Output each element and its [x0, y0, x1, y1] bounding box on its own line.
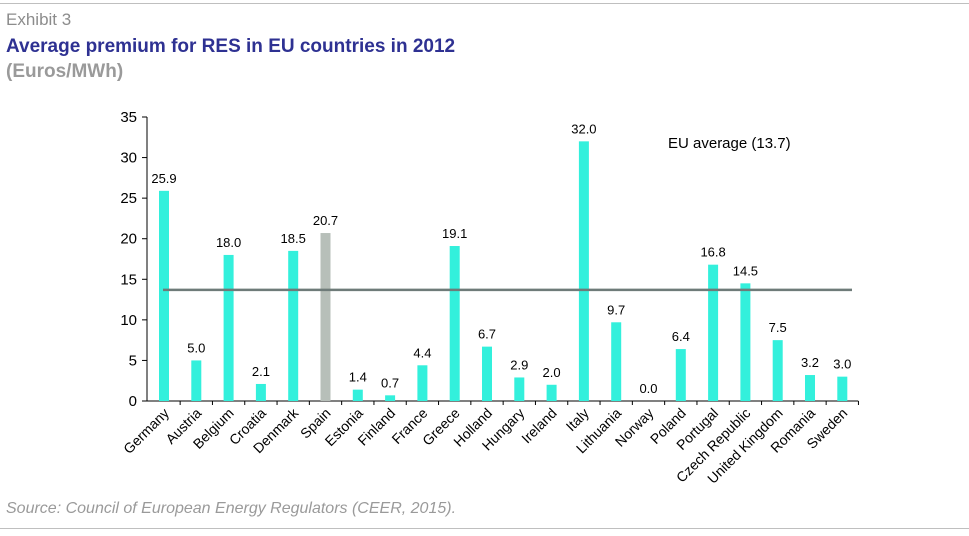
bar	[449, 246, 460, 401]
bar	[740, 283, 751, 401]
bar	[514, 377, 525, 401]
y-tick-label: 25	[120, 190, 137, 207]
bar	[320, 233, 331, 401]
bar	[675, 349, 686, 401]
bar	[159, 190, 169, 401]
value-label: 3.2	[801, 355, 819, 370]
value-label: 5.0	[187, 340, 205, 355]
value-label: 14.5	[733, 263, 758, 278]
bar	[482, 346, 492, 401]
value-label: 3.0	[833, 357, 851, 372]
bar-chart: 0510152025303525.9Germany5.0Austria18.0B…	[120, 109, 859, 487]
value-label: 9.7	[607, 302, 625, 317]
category-label: Ireland	[518, 405, 560, 447]
bar	[385, 395, 396, 401]
bar	[288, 250, 299, 401]
bar	[191, 360, 202, 401]
category-label: Germany	[120, 405, 172, 457]
unit-label: (Euros/MWh)	[6, 61, 124, 82]
bar	[223, 254, 234, 401]
value-label: 19.1	[442, 226, 467, 241]
value-label: 6.7	[478, 327, 496, 342]
value-label: 7.5	[769, 320, 787, 335]
value-label: 32.0	[571, 121, 596, 136]
value-label: 2.0	[543, 365, 561, 380]
value-label: 20.7	[313, 213, 338, 228]
y-tick-label: 20	[120, 231, 137, 248]
value-label: 2.9	[510, 357, 528, 372]
y-tick-label: 0	[129, 393, 137, 410]
value-label: 6.4	[672, 329, 690, 344]
value-label: 16.8	[700, 245, 725, 260]
bar	[772, 340, 783, 401]
value-label: 18.0	[216, 235, 241, 250]
bar	[546, 384, 557, 401]
value-label: 25.9	[151, 171, 176, 186]
y-tick-label: 15	[120, 271, 137, 288]
y-tick-label: 35	[120, 109, 137, 126]
value-label: 0.0	[639, 381, 657, 396]
eu-average-label: EU average (13.7)	[668, 135, 791, 152]
bar	[255, 383, 266, 401]
bar	[837, 376, 848, 401]
bar	[578, 141, 589, 402]
bar	[417, 365, 428, 401]
value-label: 18.5	[281, 231, 306, 246]
bottom-rule	[0, 528, 969, 529]
value-label: 4.4	[413, 345, 431, 360]
bar	[805, 375, 815, 401]
y-tick-label: 5	[129, 352, 137, 369]
top-rule	[0, 3, 969, 4]
y-tick-label: 30	[120, 150, 137, 167]
bar	[352, 389, 363, 401]
exhibit-label: Exhibit 3	[6, 10, 72, 29]
value-label: 0.7	[381, 375, 399, 390]
value-label: 1.4	[349, 370, 367, 385]
bar	[611, 322, 622, 401]
source-note: Source: Council of European Energy Regul…	[6, 500, 457, 517]
y-tick-label: 10	[120, 312, 137, 329]
bar	[708, 264, 719, 401]
value-label: 2.1	[252, 364, 270, 379]
chart-title: Average premium for RES in EU countries …	[6, 36, 456, 57]
